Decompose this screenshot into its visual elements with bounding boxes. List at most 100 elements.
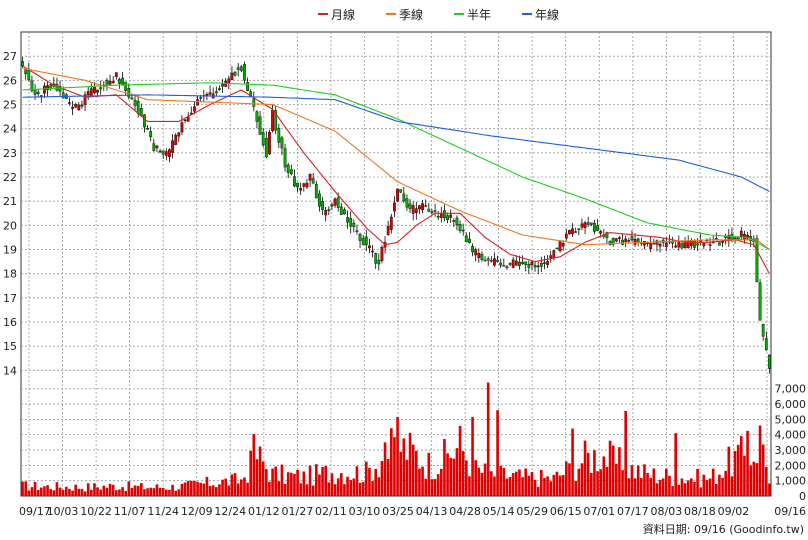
volume-bar <box>736 444 740 496</box>
candle-body <box>268 131 271 155</box>
volume-bar <box>261 461 265 496</box>
candle-body <box>336 197 340 208</box>
volume-bar <box>108 483 112 496</box>
volume-tick-label: 5,000 <box>775 413 807 426</box>
volume-bar <box>746 430 749 496</box>
candle-body <box>533 264 537 268</box>
candle-body <box>399 189 403 193</box>
volume-bar <box>502 468 506 496</box>
volume-bar <box>305 484 309 496</box>
volume-bar <box>499 465 502 496</box>
volume-bar <box>596 471 599 496</box>
candle-body <box>461 229 465 232</box>
candle-body <box>758 282 762 321</box>
candle-body <box>377 259 381 265</box>
volume-tick-label: 7,000 <box>775 383 807 396</box>
volume-bar <box>758 425 762 496</box>
volume-bar <box>130 487 134 496</box>
volume-bar <box>590 472 593 496</box>
candle-body <box>474 249 478 256</box>
candle-body <box>739 230 743 237</box>
volume-bar <box>211 485 215 496</box>
candle-body <box>564 233 568 239</box>
candle-body <box>74 104 78 108</box>
volume-bar <box>411 444 415 496</box>
volume-bar <box>83 491 87 496</box>
volume-bar <box>543 478 546 496</box>
candle-body <box>736 237 740 240</box>
candle-body <box>568 229 571 235</box>
volume-bar <box>611 445 615 496</box>
volume-bar <box>440 468 443 496</box>
volume-bar <box>324 465 327 496</box>
volume-bar <box>668 475 671 496</box>
volume-bar <box>530 472 534 496</box>
candle-body <box>61 92 65 99</box>
volume-bar <box>252 433 256 496</box>
candle-body <box>424 205 428 207</box>
candle-body <box>524 261 528 265</box>
volume-bar <box>455 448 459 496</box>
candle-body <box>446 215 449 221</box>
candle-body <box>411 205 415 214</box>
volume-bar <box>183 482 187 496</box>
volume-bar <box>677 484 681 496</box>
candle-body <box>577 228 581 230</box>
candle-body <box>464 235 468 243</box>
candle-body <box>489 260 493 262</box>
volume-bar <box>658 479 662 496</box>
candle-body <box>136 100 140 114</box>
ma-line-3 <box>22 94 770 192</box>
candle-body <box>396 188 399 202</box>
candle-body <box>511 259 515 268</box>
volume-bar <box>199 482 202 496</box>
volume-bar <box>580 463 584 496</box>
candle-body <box>118 79 121 84</box>
x-tick-label: 05/14 <box>483 505 515 518</box>
volume-bar <box>333 484 337 496</box>
volume-bar <box>299 483 302 496</box>
candle-body <box>558 241 562 252</box>
volume-bar <box>77 488 81 496</box>
candle-body <box>571 228 574 235</box>
volume-bar <box>686 480 690 496</box>
candle-body <box>193 106 196 112</box>
price-tick-label: 25 <box>3 99 17 112</box>
volume-bar <box>608 440 612 496</box>
volume-bar <box>140 483 143 496</box>
volume-tick-label: 6,000 <box>775 398 807 411</box>
volume-bar <box>274 466 277 496</box>
candle-body <box>646 242 649 244</box>
volume-bar <box>174 490 177 496</box>
volume-bar <box>233 473 237 496</box>
volume-bar <box>640 478 643 496</box>
candle-body <box>580 223 584 228</box>
candle-body <box>333 198 337 206</box>
candle-body <box>614 238 618 242</box>
price-tick-label: 21 <box>3 195 17 208</box>
candle-body <box>527 264 531 268</box>
candle-body <box>458 223 462 231</box>
volume-bar <box>696 468 699 496</box>
candle-body <box>146 127 149 130</box>
candle-body <box>89 88 93 96</box>
candle-body <box>393 202 396 212</box>
volume-bar <box>705 480 709 496</box>
candle-body <box>264 138 268 158</box>
price-tick-label: 24 <box>3 123 17 136</box>
volume-bar <box>161 487 165 496</box>
price-tick-label: 14 <box>3 364 17 377</box>
volume-bar <box>443 439 446 496</box>
candle-body <box>633 239 637 245</box>
candle-body <box>677 240 681 248</box>
candle-body <box>421 203 424 211</box>
volume-bar <box>52 490 56 496</box>
candle-body <box>471 245 474 253</box>
volume-bar <box>96 487 99 496</box>
volume-bar <box>368 467 371 496</box>
volume-bar <box>699 487 702 496</box>
x-tick-label: 04/28 <box>449 505 481 518</box>
volume-bar <box>593 450 596 496</box>
volume-bar <box>743 455 746 496</box>
candle-body <box>593 222 596 232</box>
